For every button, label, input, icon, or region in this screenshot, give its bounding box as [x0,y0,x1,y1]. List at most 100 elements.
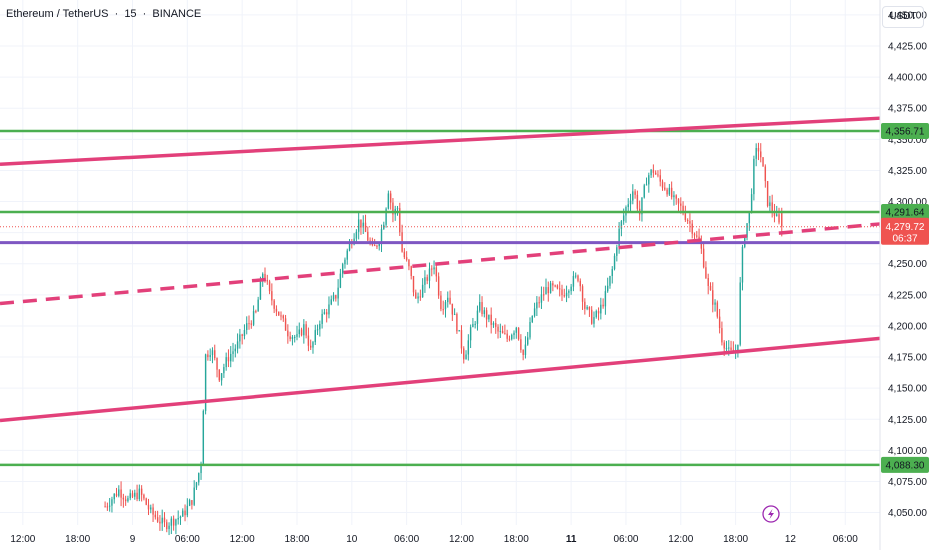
candle-body [376,245,378,247]
candle-body [325,312,328,315]
candle-body [609,276,611,286]
candle-body [200,464,202,474]
candle-body [419,296,422,298]
x-tick-label: 11 [566,534,577,545]
candle-body [168,525,170,530]
candle-body [275,308,278,312]
candle-body [748,211,751,224]
candle-body [383,224,385,230]
candle-body [666,189,668,195]
midline-line[interactable] [0,222,881,306]
x-tick-label: 06:00 [175,534,200,545]
candle-body [709,285,712,291]
time-axis[interactable]: 12:00 18:00 9 06:00 12:00 18:00 10 06:00 12:00 18… [10,534,858,545]
candle-body [682,205,684,214]
price-axis[interactable]: 4,450.00 4,425.00 4,400.00 4,375.00 4,350.00… [888,10,927,519]
candle-body [700,242,703,249]
candle-body [511,335,513,340]
candle-body [764,166,767,182]
channel-bottom-line[interactable] [0,336,881,423]
x-tick-label: 18:00 [504,534,529,545]
y-tick-label: 4,425.00 [888,42,927,53]
candle-body [458,330,460,332]
candle-body [593,317,595,324]
candle-body [246,323,248,330]
candle-body [339,273,342,288]
symbol-title[interactable]: Ethereum / TetherUS · 15 · BINANCE [6,8,204,20]
candle-body [305,324,307,336]
candle-body [341,264,344,274]
candle-body [565,292,568,297]
candle-body [538,302,540,304]
candle-body [328,304,330,315]
currency-button[interactable]: USDT [882,6,924,28]
candle-body [289,336,291,339]
candle-body [255,311,257,313]
y-tick-label: 4,150.00 [888,384,927,395]
candle-body [581,286,584,302]
candle-body [335,295,337,299]
candle-body [113,493,115,500]
candle-body [588,306,591,310]
candle-body [134,492,136,497]
y-tick-label: 4,375.00 [888,104,927,115]
candle-body [293,336,296,338]
candle-body [561,289,563,296]
candle-body [579,280,581,287]
candle-body [161,517,163,524]
lightning-icon[interactable] [762,505,780,523]
candle-body [513,332,515,336]
price-level-badge [881,122,929,139]
candle-body [415,292,417,299]
candle-body [154,514,157,518]
candle-body [131,493,134,497]
candle-body [225,357,227,368]
candle-body [488,314,490,320]
channel-top-line[interactable] [0,116,881,166]
candle-body [296,334,298,337]
candle-body [337,287,339,299]
candle-body [536,302,538,309]
candle-body [396,208,399,210]
candle-body [355,231,358,239]
candle-body [540,294,543,303]
x-tick-label: 12:00 [230,534,255,545]
candle-body [643,185,645,198]
candle-body [714,302,716,305]
candle-body [193,487,195,505]
candle-body [408,259,410,267]
candle-body [319,323,321,330]
candle-body [634,191,636,195]
candle-body [211,350,214,356]
candle-body [431,268,433,270]
current-price-label: 4,279.72 [886,222,925,233]
candle-body [138,488,141,500]
candle-body [675,195,677,199]
y-tick-label: 4,075.00 [888,477,927,488]
y-tick-label: 4,300.00 [888,197,927,208]
candle-body [399,208,401,233]
candle-body [104,506,106,508]
candle-body [600,304,602,314]
candle-body [495,323,497,327]
candle-body [124,499,127,502]
symbol-name: Ethereum / TetherUS [6,8,109,20]
candle-body [218,369,221,381]
candle-body [721,328,723,343]
candle-body [661,181,664,188]
candle-body [479,302,481,311]
candle-body [367,231,369,241]
candle-body [346,250,348,260]
candle-body [590,309,593,324]
candle-body [597,311,600,314]
x-tick-label: 18:00 [284,534,309,545]
candle-body [531,315,534,322]
candle-body [702,248,705,268]
drawn-lines[interactable] [0,116,881,467]
x-tick-label: 9 [130,534,136,545]
candle-body [691,223,693,234]
candle-body [364,222,367,232]
candle-body [773,210,776,216]
candle-body [248,323,250,325]
